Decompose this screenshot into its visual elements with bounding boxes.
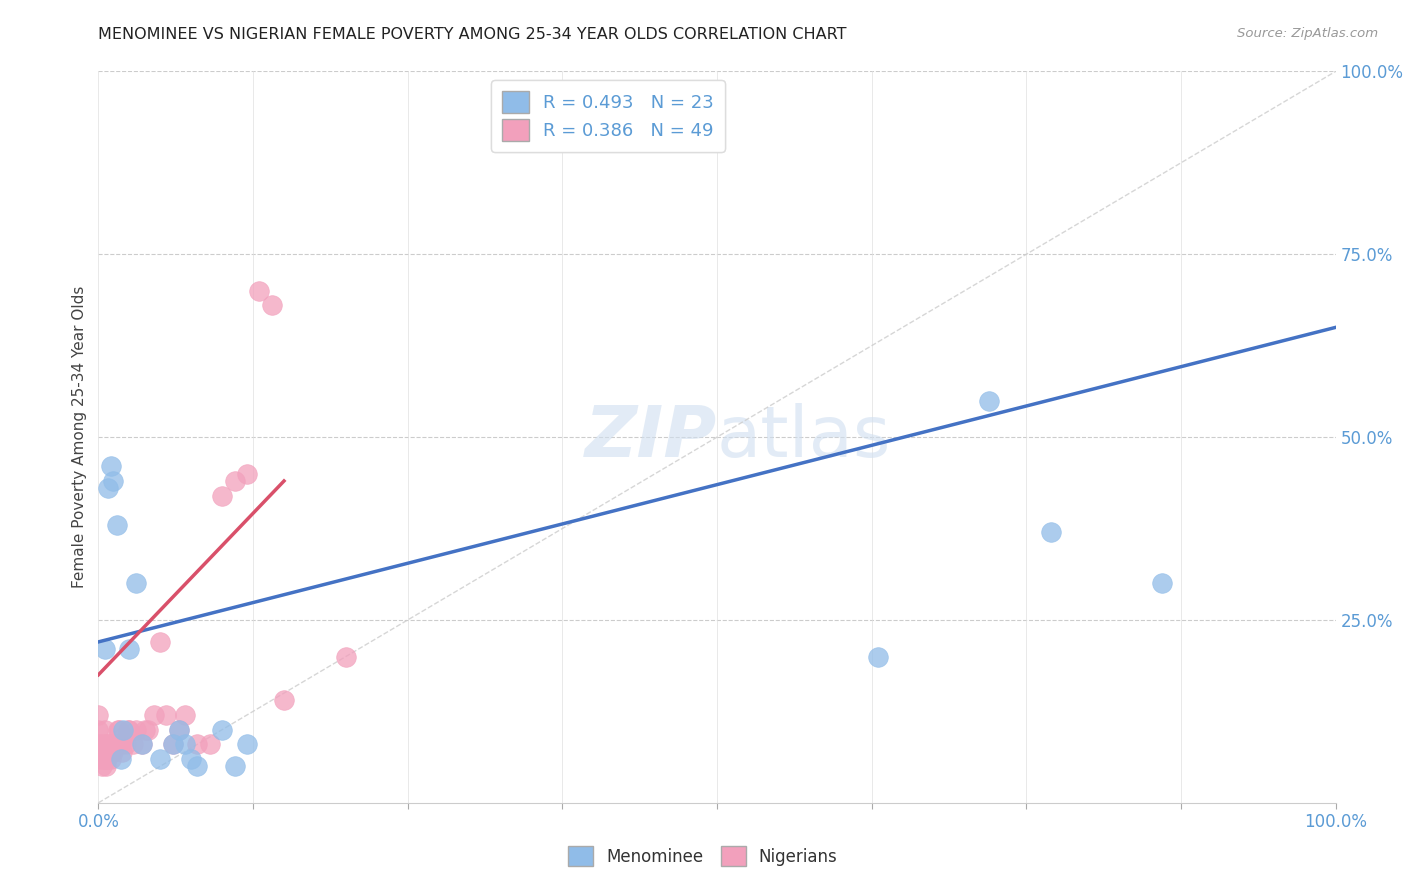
Point (100, 459, 122, 474)
Point (143, 708, 166, 723)
Point (98, 745, 121, 759)
Point (100, 737, 122, 751)
Point (111, 745, 134, 759)
Point (124, 576, 146, 591)
Point (335, 649, 357, 664)
Point (224, 474, 246, 488)
Point (198, 737, 221, 751)
Point (97, 481, 120, 495)
Point (247, 284, 270, 298)
Point (118, 642, 141, 657)
Point (131, 737, 153, 751)
Point (186, 737, 208, 751)
Point (105, 737, 128, 751)
Point (93, 752, 115, 766)
Point (89, 752, 111, 766)
Point (108, 723, 131, 737)
Point (174, 737, 197, 751)
Point (180, 752, 202, 766)
Point (1040, 525, 1063, 540)
Point (100, 752, 122, 766)
Text: Source: ZipAtlas.com: Source: ZipAtlas.com (1237, 27, 1378, 40)
Point (110, 737, 132, 751)
Point (118, 723, 141, 737)
Point (103, 737, 125, 751)
Point (979, 393, 1001, 408)
Point (260, 298, 283, 312)
Point (134, 723, 156, 737)
Point (101, 745, 124, 759)
Point (1152, 576, 1174, 591)
Point (103, 745, 125, 759)
Point (167, 723, 190, 737)
Legend: R = 0.493   N = 23, R = 0.386   N = 49: R = 0.493 N = 23, R = 0.386 N = 49 (491, 80, 725, 152)
Point (224, 759, 246, 773)
Point (174, 708, 197, 723)
Text: MENOMINEE VS NIGERIAN FEMALE POVERTY AMONG 25-34 YEAR OLDS CORRELATION CHART: MENOMINEE VS NIGERIAN FEMALE POVERTY AMO… (98, 27, 846, 42)
Point (112, 730, 135, 744)
Y-axis label: Female Poverty Among 25-34 Year Olds: Female Poverty Among 25-34 Year Olds (72, 286, 87, 588)
Point (93, 642, 115, 657)
Point (117, 723, 139, 737)
Point (866, 649, 889, 664)
Point (136, 723, 159, 737)
Text: atlas: atlas (717, 402, 891, 472)
Point (97, 737, 120, 751)
Point (149, 635, 172, 649)
Point (149, 752, 172, 766)
Point (87, 708, 110, 723)
Point (96, 752, 118, 766)
Point (155, 708, 177, 723)
Point (186, 759, 208, 773)
Point (105, 517, 128, 532)
Point (87, 723, 110, 737)
Point (107, 723, 129, 737)
Point (93, 723, 115, 737)
Point (162, 737, 184, 751)
Text: ZIP: ZIP (585, 402, 717, 472)
Point (114, 737, 136, 751)
Point (91, 759, 114, 773)
Point (236, 467, 259, 481)
Point (122, 737, 145, 751)
Point (211, 723, 233, 737)
Point (93, 752, 115, 766)
Point (112, 723, 135, 737)
Point (273, 693, 295, 707)
Point (103, 474, 125, 488)
Point (110, 752, 132, 766)
Point (94, 759, 117, 773)
Point (236, 737, 259, 751)
Point (211, 489, 233, 503)
Point (90, 737, 112, 751)
Point (87, 737, 110, 751)
Point (131, 737, 153, 751)
Legend: Menominee, Nigerians: Menominee, Nigerians (560, 838, 846, 875)
Point (124, 723, 146, 737)
Point (167, 723, 190, 737)
Point (104, 737, 127, 751)
Point (93, 737, 115, 751)
Point (162, 737, 184, 751)
